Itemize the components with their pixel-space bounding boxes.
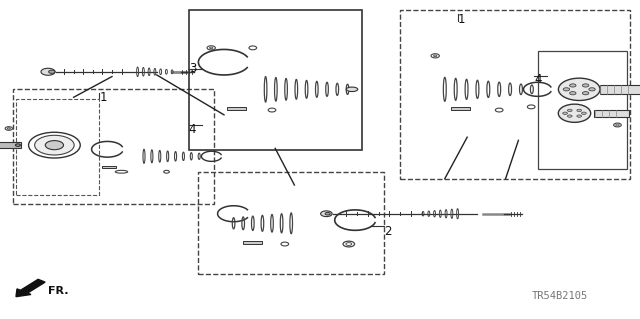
Bar xyxy=(600,85,640,94)
Bar xyxy=(0,142,21,148)
Ellipse shape xyxy=(35,135,74,155)
Text: 4: 4 xyxy=(534,73,542,86)
Bar xyxy=(400,10,630,179)
Ellipse shape xyxy=(563,112,568,115)
Ellipse shape xyxy=(570,84,576,87)
Text: 1: 1 xyxy=(99,91,107,104)
Ellipse shape xyxy=(321,211,332,217)
Ellipse shape xyxy=(582,92,589,95)
Ellipse shape xyxy=(45,141,63,150)
Bar xyxy=(538,51,627,169)
Ellipse shape xyxy=(325,212,330,215)
Text: TR54B2105: TR54B2105 xyxy=(532,292,588,301)
Text: 2: 2 xyxy=(384,225,392,238)
Bar xyxy=(189,10,362,150)
Ellipse shape xyxy=(577,109,582,112)
Ellipse shape xyxy=(570,92,576,95)
Ellipse shape xyxy=(568,109,572,112)
Bar xyxy=(16,99,99,195)
Ellipse shape xyxy=(346,87,358,92)
Bar xyxy=(102,166,116,168)
Bar xyxy=(198,172,384,274)
Text: 4: 4 xyxy=(189,123,196,136)
Ellipse shape xyxy=(589,88,595,91)
FancyArrow shape xyxy=(16,279,45,297)
Bar xyxy=(451,107,470,110)
Bar xyxy=(227,107,246,110)
Ellipse shape xyxy=(559,78,600,100)
Ellipse shape xyxy=(41,68,55,75)
Ellipse shape xyxy=(582,112,586,115)
Text: 1: 1 xyxy=(458,13,465,26)
Bar xyxy=(243,241,262,244)
Text: 3: 3 xyxy=(189,62,196,75)
Ellipse shape xyxy=(49,70,55,73)
Ellipse shape xyxy=(563,88,570,91)
Ellipse shape xyxy=(558,104,591,122)
Bar xyxy=(13,89,214,204)
Bar xyxy=(594,110,629,117)
Ellipse shape xyxy=(577,115,582,117)
Ellipse shape xyxy=(582,84,589,87)
Text: FR.: FR. xyxy=(48,286,68,295)
Ellipse shape xyxy=(568,115,572,117)
